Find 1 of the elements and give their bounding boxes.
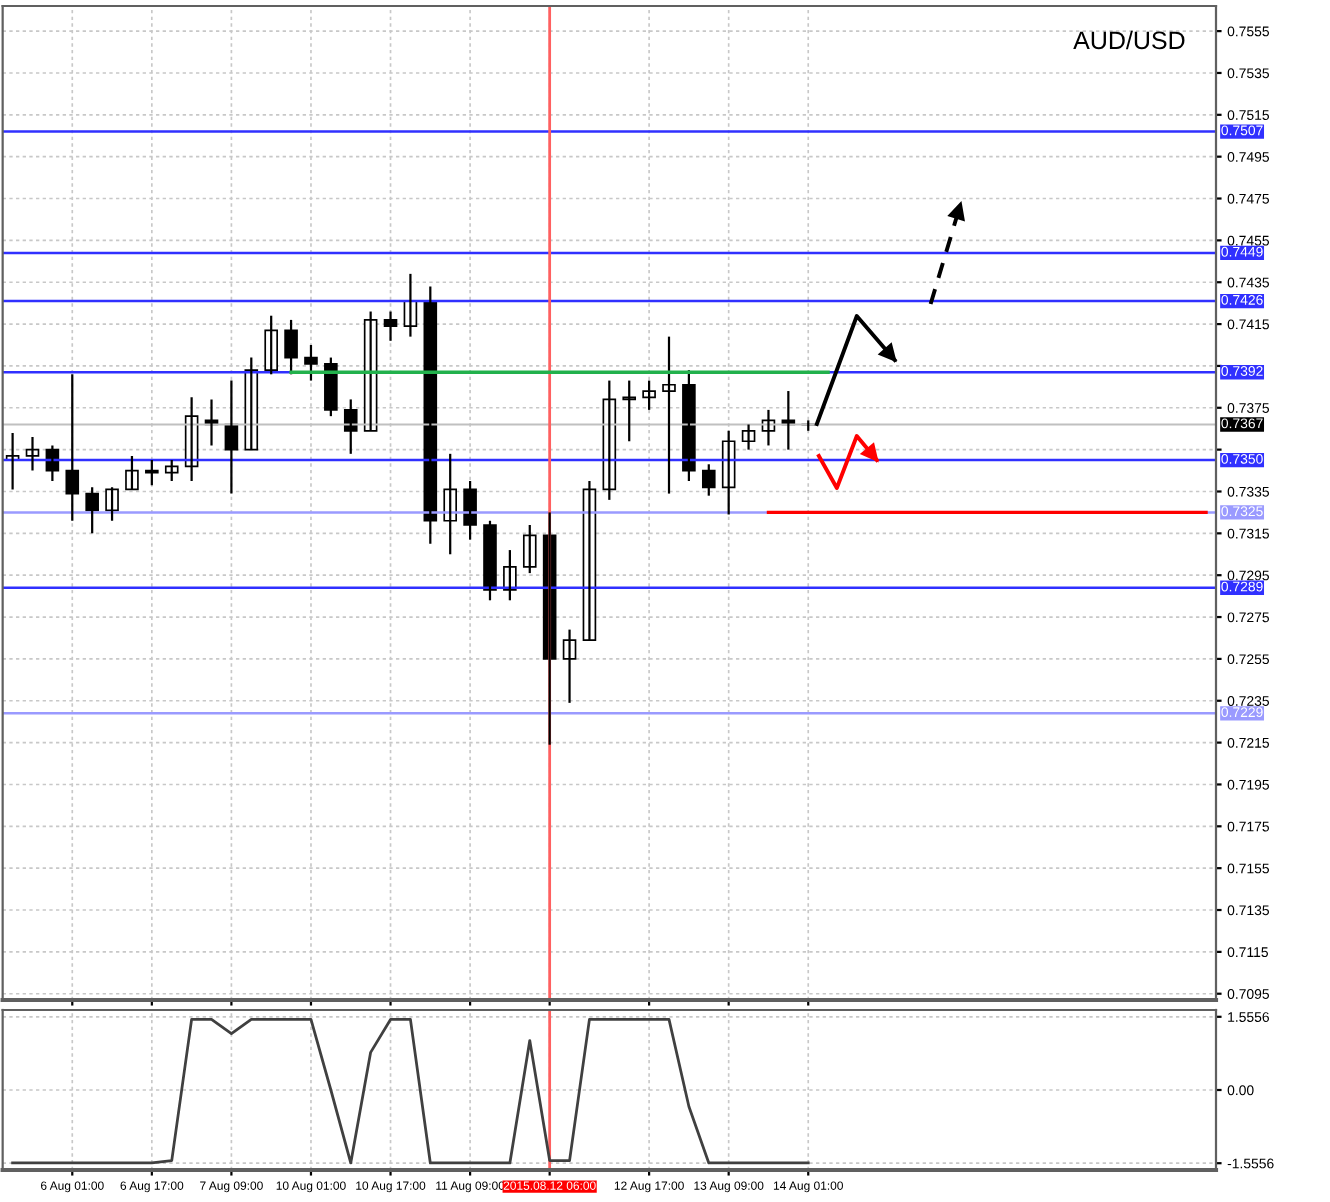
text: AUD/USD bbox=[1073, 30, 1185, 50]
